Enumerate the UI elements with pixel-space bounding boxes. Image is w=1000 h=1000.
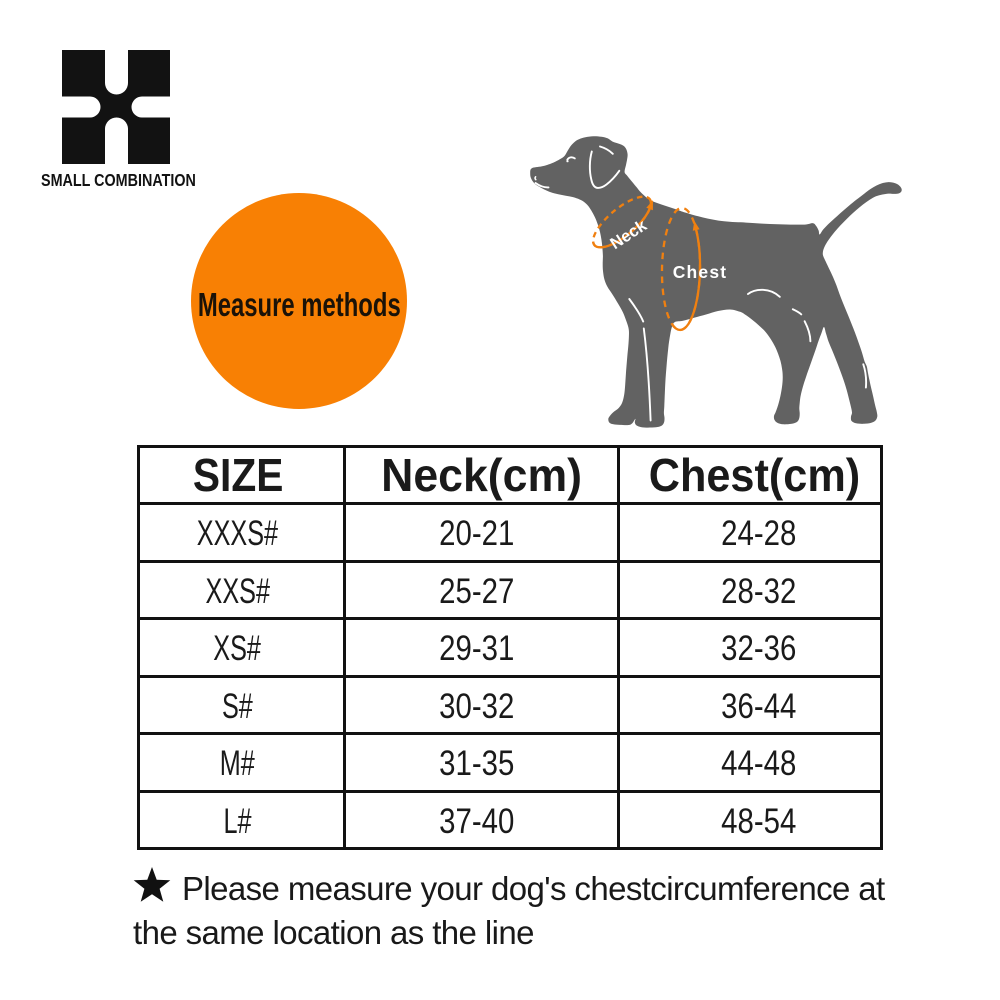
svg-text:Chest: Chest — [673, 262, 728, 282]
